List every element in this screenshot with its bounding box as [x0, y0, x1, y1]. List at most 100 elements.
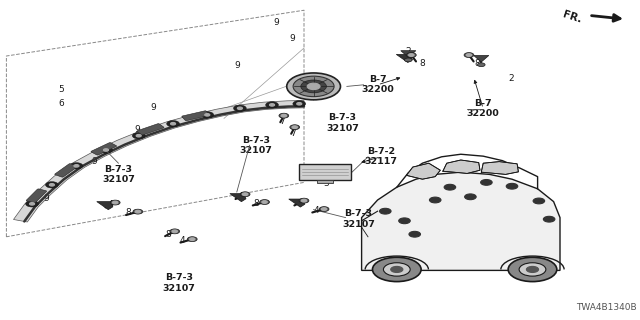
Text: 3: 3 [324, 179, 329, 188]
Circle shape [319, 207, 329, 212]
Circle shape [188, 237, 197, 242]
Circle shape [519, 263, 546, 276]
Circle shape [297, 102, 302, 105]
Polygon shape [230, 194, 246, 202]
Text: 9: 9 [135, 125, 140, 134]
Circle shape [45, 182, 58, 188]
Circle shape [383, 263, 410, 276]
Circle shape [74, 164, 79, 167]
Text: B-7-3
32107: B-7-3 32107 [342, 210, 375, 229]
Text: 7: 7 [279, 117, 284, 126]
Circle shape [262, 201, 268, 204]
Text: 8: 8 [253, 199, 259, 208]
Polygon shape [289, 199, 305, 207]
Text: B-7
32200: B-7 32200 [361, 75, 394, 94]
Text: B-7-3
32107: B-7-3 32107 [163, 274, 196, 293]
Circle shape [444, 184, 456, 190]
Circle shape [189, 238, 195, 241]
Circle shape [100, 147, 113, 153]
Text: B-7-2
32117: B-7-2 32117 [364, 147, 397, 166]
Circle shape [269, 104, 275, 106]
Circle shape [234, 105, 246, 111]
Circle shape [321, 208, 327, 211]
Bar [317, 180, 333, 183]
Text: 6: 6 [58, 100, 63, 108]
Circle shape [29, 203, 35, 205]
Circle shape [266, 102, 278, 108]
Circle shape [481, 180, 492, 185]
Text: 9: 9 [44, 194, 49, 203]
Text: B-7
32200: B-7 32200 [467, 99, 500, 118]
Text: 4: 4 [314, 206, 319, 215]
Circle shape [201, 112, 214, 118]
Circle shape [372, 257, 421, 282]
FancyBboxPatch shape [54, 164, 77, 177]
Circle shape [49, 184, 54, 186]
Circle shape [506, 183, 518, 189]
Circle shape [243, 193, 248, 196]
Circle shape [293, 76, 334, 97]
Text: 7: 7 [291, 129, 296, 138]
Text: 8: 8 [474, 60, 479, 68]
Circle shape [166, 121, 179, 127]
Circle shape [260, 200, 269, 204]
Text: 9: 9 [92, 157, 97, 166]
Text: 4: 4 [237, 192, 243, 201]
Text: 2: 2 [405, 47, 410, 56]
Text: B-7-3
32107: B-7-3 32107 [326, 114, 359, 133]
FancyBboxPatch shape [26, 189, 47, 203]
Circle shape [104, 149, 109, 151]
Text: TWA4B1340B: TWA4B1340B [576, 303, 637, 312]
Circle shape [404, 58, 412, 62]
Text: 9: 9 [151, 103, 156, 112]
FancyBboxPatch shape [91, 143, 116, 155]
Text: 4: 4 [108, 200, 113, 209]
Polygon shape [396, 54, 412, 62]
Circle shape [237, 107, 243, 109]
Circle shape [281, 114, 287, 117]
Circle shape [429, 197, 441, 203]
Polygon shape [362, 172, 560, 270]
Circle shape [466, 54, 472, 56]
Circle shape [533, 198, 545, 204]
Text: 8: 8 [166, 230, 171, 239]
Text: B-7-3
32107: B-7-3 32107 [239, 136, 273, 155]
Circle shape [380, 208, 391, 214]
Circle shape [408, 54, 414, 56]
Circle shape [301, 199, 307, 202]
Circle shape [307, 83, 320, 90]
Circle shape [287, 73, 340, 100]
Circle shape [70, 163, 83, 169]
Text: 5: 5 [58, 85, 63, 94]
Circle shape [110, 200, 120, 205]
Circle shape [477, 63, 485, 67]
Text: 4: 4 [180, 236, 185, 245]
Text: 2: 2 [508, 74, 513, 83]
Circle shape [172, 230, 177, 233]
FancyBboxPatch shape [137, 124, 164, 135]
Text: 8: 8 [125, 208, 131, 217]
Circle shape [113, 201, 118, 204]
Polygon shape [481, 162, 518, 174]
Circle shape [399, 218, 410, 224]
Text: B-7-3
32107: B-7-3 32107 [102, 165, 135, 184]
Circle shape [279, 113, 289, 118]
Circle shape [508, 257, 557, 282]
Circle shape [240, 192, 250, 197]
Circle shape [543, 216, 555, 222]
Circle shape [170, 123, 175, 125]
Circle shape [293, 100, 306, 107]
Circle shape [292, 126, 298, 129]
Circle shape [464, 52, 474, 58]
Polygon shape [406, 163, 440, 179]
Circle shape [390, 266, 403, 272]
Text: 1: 1 [310, 80, 315, 89]
Circle shape [465, 194, 476, 200]
FancyBboxPatch shape [182, 111, 210, 121]
Circle shape [526, 266, 539, 272]
FancyBboxPatch shape [299, 164, 351, 180]
Circle shape [26, 201, 38, 207]
Text: 8: 8 [297, 199, 302, 208]
Circle shape [132, 132, 145, 139]
Circle shape [299, 198, 309, 203]
